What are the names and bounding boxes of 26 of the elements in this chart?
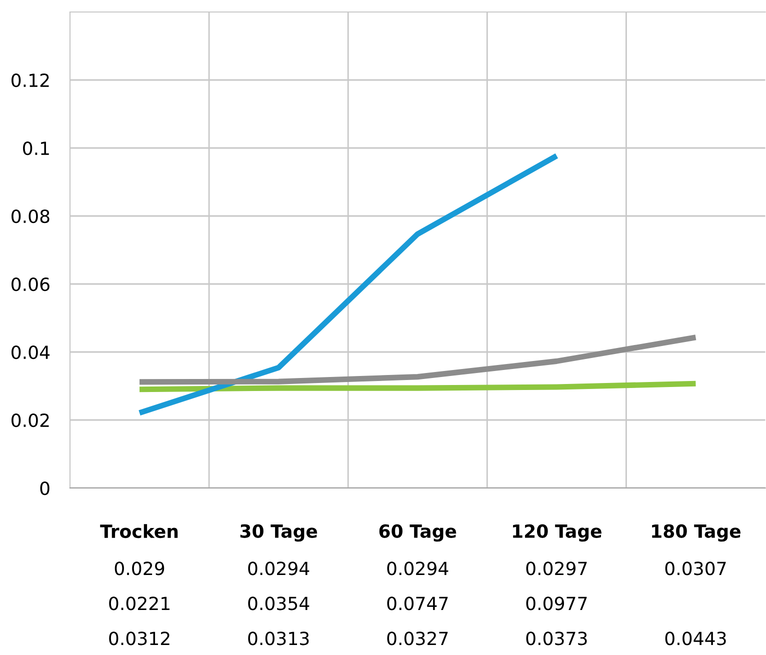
data-label: 0.0327 — [387, 632, 448, 646]
x-tick-label: 60 Tage — [379, 524, 456, 542]
x-tick-label: 180 Tage — [652, 524, 740, 542]
x-tick-label: Trocken — [100, 524, 178, 538]
data-label: 0.0294 — [248, 562, 310, 576]
y-tick-label: 0.08 — [12, 209, 50, 224]
data-label: 0.0373 — [526, 632, 587, 646]
data-label: 0.0312 — [109, 632, 170, 646]
data-label: 0.0221 — [109, 596, 170, 610]
x-tick-label: 30 Tage — [240, 524, 318, 542]
data-label: 0.0294 — [387, 562, 448, 576]
data-label: 0.029 — [114, 562, 164, 576]
y-tick-label: 0.1 — [23, 141, 49, 156]
y-tick-label: 0.02 — [12, 413, 49, 428]
data-label: 0.0297 — [526, 562, 587, 576]
y-tick-label: 0 — [40, 481, 50, 496]
data-label: 0.0747 — [387, 596, 448, 610]
y-tick-label: 0.06 — [12, 277, 50, 292]
x-tick-label: 120 Tage — [513, 524, 602, 542]
data-label: 0.0977 — [526, 596, 587, 610]
data-label: 0.0313 — [248, 632, 309, 646]
data-label: 0.0354 — [248, 596, 310, 610]
y-tick-label: 0.04 — [12, 345, 50, 360]
data-label: 0.0443 — [665, 632, 726, 646]
data-label: 0.0307 — [665, 562, 726, 576]
y-tick-label: 0.12 — [12, 73, 49, 88]
